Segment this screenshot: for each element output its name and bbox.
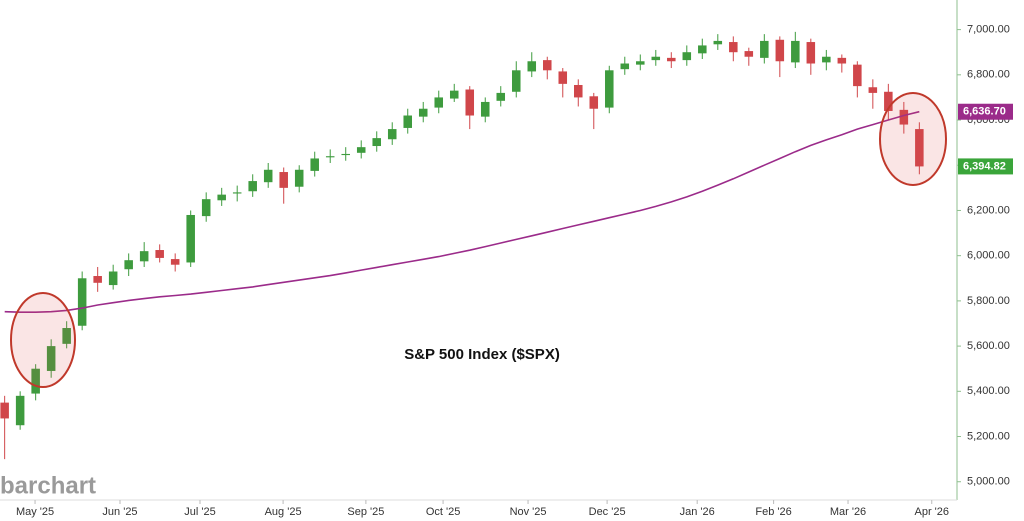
candle-body <box>605 70 614 108</box>
candle-body <box>387 129 397 140</box>
x-tick-label: Nov '25 <box>510 506 547 518</box>
price-label-box <box>958 158 1013 175</box>
candle-body <box>201 199 211 217</box>
x-tick-label: Jun '25 <box>102 506 137 518</box>
x-tick-label: Dec '25 <box>589 506 626 518</box>
candle-body <box>341 153 350 156</box>
candle-body <box>403 115 412 128</box>
candle-body <box>294 169 304 187</box>
candle-body <box>232 192 242 194</box>
candle-body <box>465 89 475 116</box>
candle-body <box>636 61 645 65</box>
highlight-circle <box>879 92 947 186</box>
y-tick-label: 5,400.00 <box>967 385 1010 397</box>
candle-body <box>449 90 459 99</box>
x-tick-label: Jul '25 <box>184 506 215 518</box>
candle-body <box>899 109 909 125</box>
candle-body <box>527 61 537 72</box>
highlight-circle <box>10 292 76 388</box>
x-tick-label: Oct '25 <box>426 506 461 518</box>
candle-body <box>124 260 133 270</box>
candle-body <box>356 147 366 153</box>
candle-body <box>884 91 893 111</box>
candle-body <box>108 271 118 286</box>
candle-body <box>496 92 506 101</box>
y-tick-label: 5,200.00 <box>967 430 1010 442</box>
y-tick-label: 6,200.00 <box>967 204 1010 216</box>
candle-body <box>760 40 769 58</box>
candle-body <box>574 84 583 98</box>
chart-title: S&P 500 Index ($SPX) <box>404 346 560 363</box>
candle-body <box>915 129 924 167</box>
candle-body <box>511 70 521 92</box>
candle-body <box>31 368 40 394</box>
watermark: barchart <box>0 472 96 499</box>
candle-body <box>186 214 195 263</box>
price-label-box <box>958 103 1013 120</box>
y-tick-label: 5,600.00 <box>967 340 1010 352</box>
candle-body <box>263 169 273 183</box>
y-tick-label: 6,000.00 <box>967 250 1010 262</box>
price-label: 6,394.82 <box>963 160 1006 172</box>
candle-body <box>868 87 878 93</box>
candle-body <box>837 57 847 64</box>
candle-body <box>93 276 102 283</box>
x-tick-label: Feb '26 <box>755 506 791 518</box>
x-tick-label: Mar '26 <box>830 506 866 518</box>
plot <box>0 31 924 460</box>
candle-body <box>0 402 9 419</box>
candle-body <box>434 97 444 108</box>
candle-body <box>325 156 335 158</box>
candle-body <box>46 346 56 371</box>
candle-body <box>698 45 707 54</box>
candle-body <box>418 108 428 117</box>
moving-average-line <box>4 110 920 313</box>
candle-body <box>775 39 785 62</box>
candle-body <box>139 251 149 262</box>
y-tick-label: 6,800.00 <box>967 69 1010 81</box>
price-label: 6,636.70 <box>963 106 1006 118</box>
candle-body <box>682 52 692 61</box>
candle-body <box>558 71 568 84</box>
candle-body <box>543 60 552 71</box>
candle-body <box>713 40 723 45</box>
y-tick-label: 5,800.00 <box>967 295 1010 307</box>
candle-body <box>310 158 319 171</box>
candle-body <box>729 42 738 53</box>
candle-body <box>217 194 226 201</box>
candle-body <box>806 42 816 64</box>
candle-body <box>170 259 180 265</box>
candle-body <box>667 57 676 62</box>
candle-body <box>589 96 599 109</box>
candle-body <box>279 172 288 188</box>
x-tick-label: Aug '25 <box>265 506 302 518</box>
x-tick-label: May '25 <box>16 506 54 518</box>
x-tick-label: Sep '25 <box>347 506 384 518</box>
candle-body <box>155 250 164 258</box>
candle-body <box>480 101 490 117</box>
candle-body <box>77 278 87 326</box>
candle-body <box>62 328 71 344</box>
x-tick-label: Apr '26 <box>914 506 949 518</box>
candle-body <box>853 64 862 87</box>
y-tick-label: 7,000.00 <box>967 24 1010 36</box>
y-tick-label: 5,000.00 <box>967 476 1010 488</box>
candle-body <box>791 40 800 63</box>
candle-body <box>822 56 831 63</box>
candle-body <box>744 51 754 57</box>
x-tick-label: Jan '26 <box>680 506 715 518</box>
candle-body <box>248 181 257 192</box>
candle-body <box>372 138 381 147</box>
candle-body <box>15 395 25 426</box>
candle-body <box>620 63 630 70</box>
candle-body <box>651 56 661 61</box>
